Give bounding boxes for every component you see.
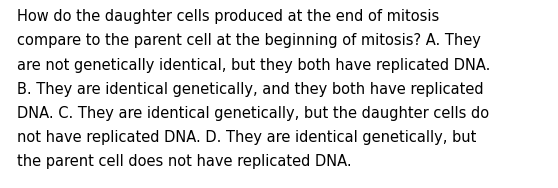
Text: compare to the parent cell at the beginning of mitosis? A. They: compare to the parent cell at the beginn… — [17, 33, 480, 49]
Text: B. They are identical genetically, and they both have replicated: B. They are identical genetically, and t… — [17, 82, 483, 97]
Text: are not genetically identical, but they both have replicated DNA.: are not genetically identical, but they … — [17, 58, 490, 73]
Text: not have replicated DNA. D. They are identical genetically, but: not have replicated DNA. D. They are ide… — [17, 130, 476, 145]
Text: How do the daughter cells produced at the end of mitosis: How do the daughter cells produced at th… — [17, 9, 439, 24]
Text: DNA. C. They are identical genetically, but the daughter cells do: DNA. C. They are identical genetically, … — [17, 106, 489, 121]
Text: the parent cell does not have replicated DNA.: the parent cell does not have replicated… — [17, 154, 352, 169]
